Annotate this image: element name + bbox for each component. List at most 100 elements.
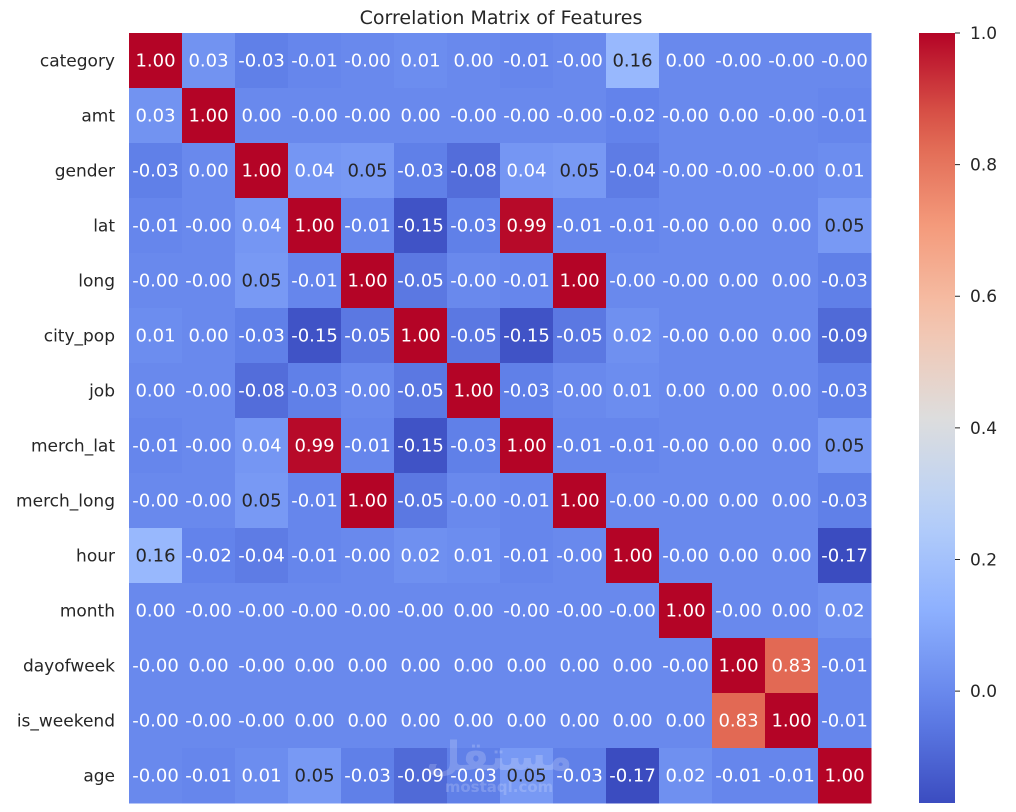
cell-value-label: 0.02 <box>824 601 864 622</box>
heatmap-cell <box>288 143 342 199</box>
cell-value-label: 0.01 <box>400 51 440 72</box>
cell-value-label: 0.05 <box>824 436 864 457</box>
heatmap-cell <box>553 748 607 804</box>
heatmap-cell <box>235 473 289 529</box>
cell-value-label: 0.00 <box>718 436 758 457</box>
heatmap-cell <box>659 253 713 309</box>
cell-value-label: -0.03 <box>397 161 444 182</box>
cell-value-label: -0.00 <box>556 51 603 72</box>
cell-value-label: -0.01 <box>821 656 868 677</box>
cell-value-label: -0.00 <box>662 271 709 292</box>
heatmap-cell <box>288 748 342 804</box>
heatmap-cell <box>712 693 766 749</box>
heatmap-cell <box>606 418 660 474</box>
heatmap-cell <box>500 363 554 419</box>
heatmap-cell <box>447 253 501 309</box>
cell-value-label: -0.00 <box>185 491 232 512</box>
cell-value-label: 0.00 <box>453 601 493 622</box>
heatmap-cell <box>500 693 554 749</box>
heatmap-cell <box>235 308 289 364</box>
cell-value-label: 0.83 <box>771 656 811 677</box>
heatmap-cell <box>659 88 713 144</box>
heatmap-cell <box>712 33 766 89</box>
heatmap-cell <box>394 308 448 364</box>
heatmap-cell <box>235 363 289 419</box>
cell-value-label: 0.00 <box>135 601 175 622</box>
cell-value-label: -0.00 <box>662 106 709 127</box>
heatmap-cell <box>818 418 872 474</box>
heatmap-cell <box>235 253 289 309</box>
heatmap-cell <box>818 198 872 254</box>
colorbar-tick-label: 0.2 <box>970 550 997 570</box>
heatmap-cell <box>182 253 236 309</box>
cell-value-label: -0.00 <box>503 106 550 127</box>
cell-value-label: -0.01 <box>503 546 550 567</box>
cell-value-label: -0.09 <box>821 326 868 347</box>
cell-value-label: -0.00 <box>185 711 232 732</box>
row-label: category <box>40 52 115 72</box>
heatmap-cell <box>765 308 819 364</box>
colorbar-tick-label: 0.6 <box>970 287 997 307</box>
heatmap-cell <box>765 693 819 749</box>
cell-value-label: 0.01 <box>612 381 652 402</box>
cell-value-label: 0.01 <box>453 546 493 567</box>
heatmap-cell <box>288 473 342 529</box>
heatmap-cell <box>818 88 872 144</box>
heatmap-cell <box>765 33 819 89</box>
cell-value-label: -0.03 <box>450 216 497 237</box>
heatmap-cell <box>394 418 448 474</box>
cell-value-label: -0.00 <box>238 711 285 732</box>
heatmap-cell <box>712 528 766 584</box>
heatmap-cell <box>659 473 713 529</box>
heatmap-cell <box>553 88 607 144</box>
cell-value-label: 0.04 <box>294 161 334 182</box>
heatmap-cell <box>818 473 872 529</box>
cell-value-label: 0.00 <box>453 656 493 677</box>
cell-value-label: -0.08 <box>238 381 285 402</box>
cell-value-label: -0.00 <box>662 656 709 677</box>
cell-value-label: -0.00 <box>609 491 656 512</box>
cell-value-label: -0.00 <box>132 271 179 292</box>
cell-value-label: -0.03 <box>238 326 285 347</box>
heatmap-cell <box>818 638 872 694</box>
row-label: hour <box>76 547 115 567</box>
cell-value-label: -0.00 <box>450 106 497 127</box>
heatmap-cell <box>235 198 289 254</box>
cell-value-label: -0.00 <box>344 601 391 622</box>
cell-value-label: 1.00 <box>347 271 387 292</box>
cell-value-label: 0.04 <box>506 161 546 182</box>
cell-value-label: -0.00 <box>344 51 391 72</box>
heatmap-cell <box>341 308 395 364</box>
cell-value-label: -0.15 <box>397 216 444 237</box>
cell-value-label: 0.05 <box>824 216 864 237</box>
colorbar-tick-label: 0.0 <box>970 682 997 702</box>
heatmap-cell <box>394 88 448 144</box>
heatmap-cell <box>341 693 395 749</box>
heatmap-cell <box>606 528 660 584</box>
heatmap-cell <box>712 308 766 364</box>
cell-value-label: -0.03 <box>556 766 603 787</box>
heatmap-cell <box>765 143 819 199</box>
heatmap-cell <box>182 638 236 694</box>
cell-value-label: -0.05 <box>450 326 497 347</box>
colorbar-tick-label: 0.4 <box>970 419 997 439</box>
heatmap-cell <box>235 638 289 694</box>
heatmap-cell <box>182 418 236 474</box>
heatmap-cell <box>553 363 607 419</box>
heatmap-cell <box>712 748 766 804</box>
cell-value-label: -0.05 <box>397 381 444 402</box>
heatmap-cell <box>606 748 660 804</box>
heatmap-cell <box>553 693 607 749</box>
cell-value-label: -0.00 <box>132 711 179 732</box>
heatmap-cell <box>288 528 342 584</box>
cell-value-label: -0.03 <box>450 766 497 787</box>
cell-value-label: -0.03 <box>238 51 285 72</box>
cell-value-label: -0.01 <box>291 546 338 567</box>
heatmap-cell <box>394 198 448 254</box>
cell-value-label: -0.00 <box>185 216 232 237</box>
heatmap-cell <box>447 198 501 254</box>
cell-value-label: 1.00 <box>241 161 281 182</box>
heatmap-cell <box>182 748 236 804</box>
cell-value-label: -0.00 <box>609 271 656 292</box>
heatmap-cell <box>182 693 236 749</box>
